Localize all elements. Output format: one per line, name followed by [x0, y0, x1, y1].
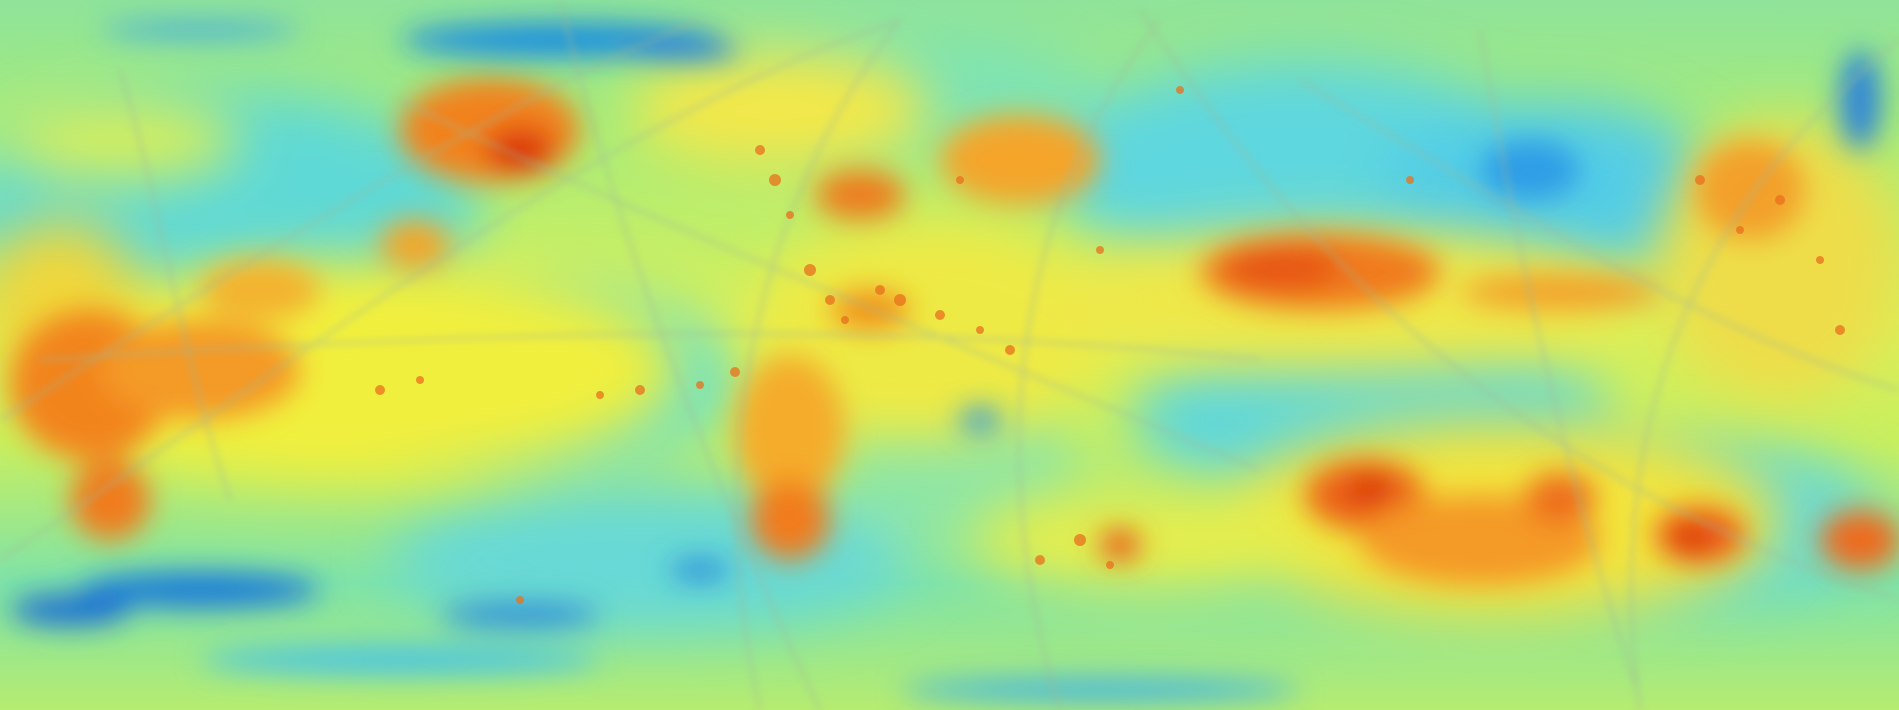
lowest-value-regions [10, 22, 1880, 702]
high-value-regions [10, 78, 1899, 585]
speckle-points [375, 86, 1845, 604]
